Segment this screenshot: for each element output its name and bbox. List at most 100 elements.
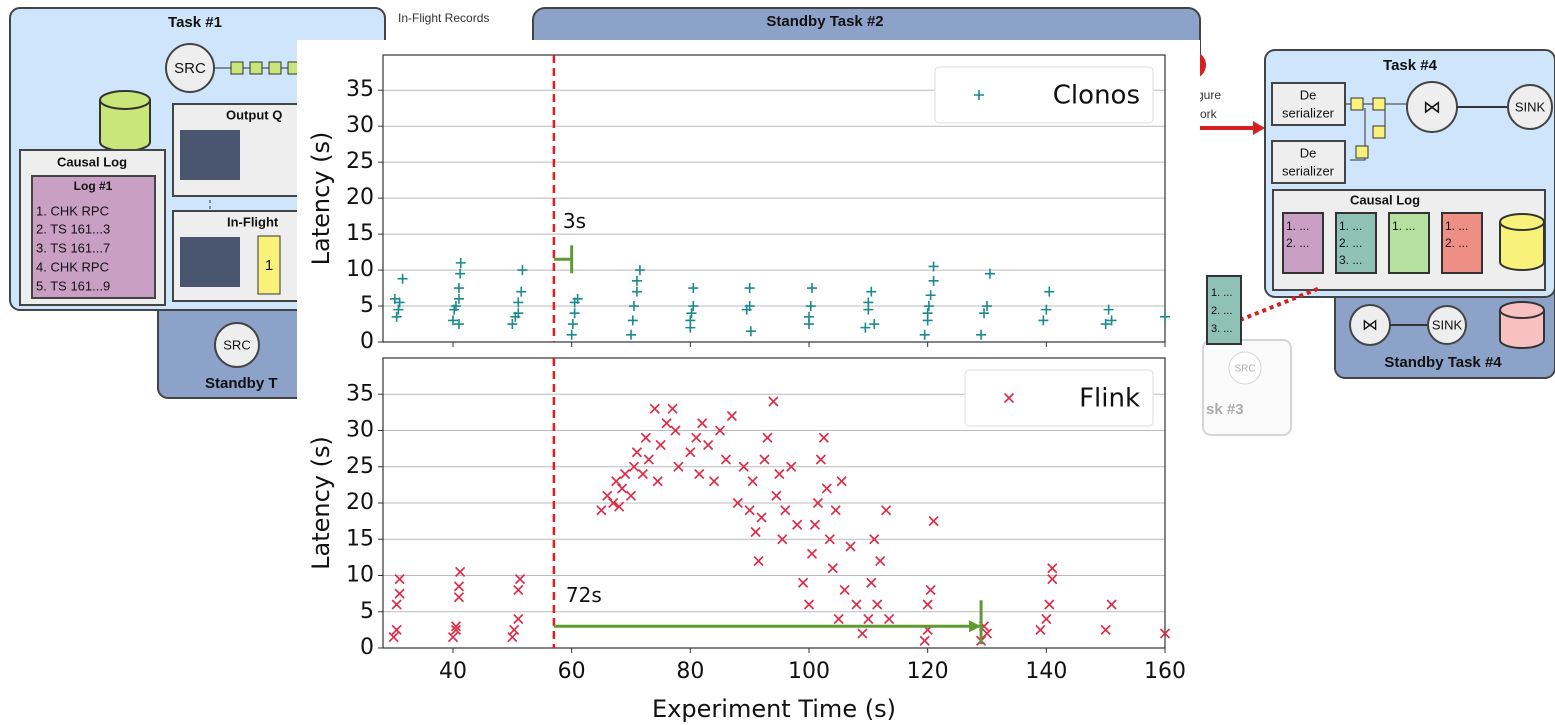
data-point: [774, 468, 785, 480]
x-axis-label: Experiment Time (s): [652, 695, 896, 723]
data-point: [821, 483, 832, 494]
x-tick-label: 80: [676, 659, 704, 684]
data-point: [827, 563, 838, 574]
deserializer-label: serializer: [1282, 163, 1335, 178]
data-point: [450, 624, 462, 635]
data-point: [1041, 304, 1052, 315]
log-entry: 2. TS 161...3: [36, 221, 110, 236]
data-point: [631, 286, 642, 297]
y-tick-label: 30: [346, 113, 374, 138]
data-point: [745, 326, 756, 337]
data-point: [686, 308, 697, 319]
data-point: [805, 301, 816, 312]
data-point: [602, 490, 613, 501]
data-point: [925, 584, 936, 596]
charts: 0 5 10 15 20 25 30 35 Latency (s) Clonos 3s 0 5 10 15 2…: [307, 54, 1186, 723]
data-point: [608, 497, 619, 509]
data-point: [513, 308, 524, 319]
log-box: [1335, 212, 1377, 274]
data-point: [703, 439, 714, 451]
faded-task: SRC sk #3: [1202, 339, 1292, 436]
data-point: [1100, 319, 1111, 330]
data-point: [649, 403, 660, 414]
in-flight-title: In-Flight: [227, 214, 279, 229]
record-box: [257, 235, 281, 295]
data-point: [634, 265, 645, 276]
log-boxes: 1. ... 2. ... 1. ... 2. ... 3. ... 1. ... 1. .…: [1282, 212, 1483, 274]
log-entry: 2. ...: [1445, 236, 1468, 250]
data-point: [394, 574, 405, 585]
y-tick-label: 15: [346, 221, 374, 246]
src-label: SRC: [1234, 364, 1255, 375]
data-point: [391, 311, 402, 322]
data-point: [625, 490, 637, 501]
data-point: [513, 297, 524, 308]
data-point: [685, 315, 696, 326]
log-box: [31, 175, 156, 299]
architecture-diagram: SRC Standby T Task #1 SRC Causal Log Log…: [9, 7, 1555, 436]
log-entry: 1. ...: [1445, 219, 1468, 233]
deserializer-label: De: [1300, 87, 1317, 102]
sink-label: SINK: [1515, 99, 1546, 114]
data-point: [872, 599, 883, 610]
data-point: [453, 283, 464, 294]
data-point: [453, 319, 464, 330]
log-transfer: [1239, 286, 1321, 322]
join-label: ⋈: [1362, 317, 1378, 334]
data-point: [747, 476, 758, 487]
data-point: [806, 548, 818, 559]
causal-log-title: Causal Log: [57, 154, 127, 169]
data-point: [391, 599, 402, 610]
data-point: [750, 526, 761, 538]
data-point: [611, 476, 622, 487]
log-box: [1388, 212, 1430, 274]
data-point: [928, 261, 939, 272]
database: [1499, 301, 1545, 319]
log-entry: 1. CHK RPC: [36, 203, 109, 218]
data-point: [640, 432, 651, 443]
data-point: [744, 283, 755, 294]
data-point: [1047, 563, 1058, 574]
data-point: [661, 418, 672, 429]
data-point: [981, 628, 993, 639]
log-entry: 5. TS 161...9: [36, 278, 110, 293]
data-point: [756, 512, 767, 523]
data-point: [670, 425, 681, 436]
data-point: [626, 329, 637, 340]
data-point: [928, 275, 939, 286]
data-point: [1160, 311, 1170, 322]
data-point: [1041, 613, 1052, 625]
data-point: [513, 613, 524, 625]
data-point: [804, 311, 815, 322]
data-point: [780, 505, 791, 516]
data-point: [768, 396, 779, 407]
data-point: [860, 322, 871, 333]
log-entry: 1. ...: [1392, 219, 1415, 233]
data-point: [922, 599, 933, 610]
data-point: [453, 581, 465, 592]
data-point: [923, 301, 934, 312]
data-point: [628, 461, 640, 472]
data-point: [976, 329, 987, 340]
legend-label: Clonos: [1053, 81, 1140, 111]
data-point: [777, 534, 788, 545]
data-point: [596, 505, 607, 516]
y-tick-label: 0: [360, 635, 374, 660]
data-point: [507, 632, 518, 643]
data-point: [875, 555, 886, 567]
data-point: [762, 432, 773, 443]
y-tick-label: 20: [346, 185, 374, 210]
log-entry: 3. ...: [1211, 323, 1232, 335]
log-entry: 4. CHK RPC: [36, 259, 109, 274]
log-entry: 3. TS 161...7: [36, 240, 110, 255]
data-point: [688, 283, 699, 294]
database: [1499, 310, 1545, 349]
y-tick-label: 5: [360, 599, 374, 624]
data-point: [628, 301, 639, 312]
data-point: [869, 319, 880, 330]
y-tick-label: 25: [346, 149, 374, 174]
log-box: [1441, 212, 1483, 274]
log-entry: 2. ...: [1286, 236, 1309, 250]
data-point: [509, 624, 520, 635]
record-label: 1: [265, 257, 273, 274]
